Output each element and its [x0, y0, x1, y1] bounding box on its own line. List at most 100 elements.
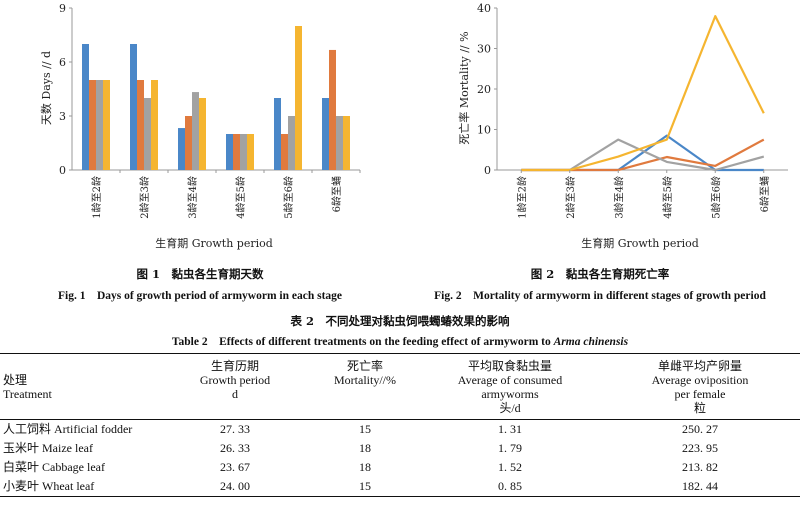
bar	[103, 80, 110, 170]
table-cell: 白菜叶 Cabbage leaf	[3, 460, 105, 474]
table-cell: 1. 52	[498, 460, 522, 474]
bar	[137, 80, 144, 170]
table-cell: 26. 33	[220, 441, 250, 455]
header-line: 单雌平均产卵量	[657, 359, 742, 373]
bar	[185, 116, 192, 170]
bar	[295, 26, 302, 170]
table-cell: 213. 82	[682, 460, 718, 474]
x-tick-label: 5龄至6龄	[709, 176, 722, 219]
y-tick-label: 30	[477, 43, 491, 56]
table-cell: 223. 95	[682, 441, 718, 455]
series-line	[521, 134, 764, 172]
x-tick-label: 5龄至6龄	[282, 176, 295, 219]
table-cell: 15	[359, 422, 371, 436]
header-consumed: 平均取食黏虫量 Average of consumed armyworms 头/…	[420, 353, 600, 420]
bar	[82, 44, 89, 170]
x-tick-label: 1龄至2龄	[515, 176, 528, 219]
table-cell: 182. 44	[600, 477, 800, 497]
x-axis-label: 生育期 Growth period	[581, 236, 699, 250]
days-bar-chart: 0 3 6 9 1龄至2龄 2龄至3龄 3龄至4龄 4龄至5龄 5龄至6龄 6龄至蛹 天数 Da…	[40, 2, 361, 250]
x-tick-label: 6龄至蛹	[330, 176, 343, 212]
y-tick-label: 40	[477, 2, 491, 15]
bar	[274, 98, 281, 170]
bar	[144, 98, 151, 170]
species-name: Arma chinensis	[553, 336, 629, 348]
header-line: 粒	[693, 401, 706, 415]
header-line: 头/d	[499, 401, 521, 415]
y-tick-label: 20	[477, 83, 491, 96]
table-cell: 小麦叶 Wheat leaf	[0, 477, 160, 497]
table-cell: 27. 33	[220, 422, 250, 436]
x-tick-label: 3龄至4龄	[612, 176, 625, 219]
y-tick-label: 0	[59, 164, 66, 177]
table-row: 白菜叶 Cabbage leaf 23. 67 18 1. 52 213. 82	[0, 458, 800, 477]
figure-2-caption-cn: 图 2 黏虫各生育期死亡率	[530, 267, 670, 281]
table-cell: 人工饲料 Artificial fodder	[3, 422, 133, 436]
bar	[343, 116, 350, 170]
table-caption-en-text: Table 2 Effects of different treatments …	[171, 336, 554, 348]
bar	[329, 49, 336, 170]
header-line: Average of consumed	[457, 373, 563, 387]
bar	[130, 44, 137, 170]
header-growth-period: 生育历期 Growth period d	[160, 353, 310, 420]
x-axis-label: 生育期 Growth period	[155, 236, 273, 250]
figure-2-caption-en: Fig. 2 Mortality of armyworm in differen…	[434, 290, 766, 302]
y-tick-label: 9	[59, 2, 66, 15]
y-tick-label: 3	[59, 110, 66, 123]
bar	[96, 80, 103, 170]
table-cell: 15	[310, 477, 420, 497]
bar	[199, 98, 206, 170]
table-header-row: 处理 Treatment 生育历期 Growth period d 死亡率 Mo…	[0, 353, 800, 420]
treatment-effects-table: 处理 Treatment 生育历期 Growth period d 死亡率 Mo…	[0, 353, 800, 497]
x-tick-label: 6龄至蛹	[758, 176, 771, 212]
x-tick-label: 3龄至4龄	[186, 176, 199, 219]
header-treatment: 处理 Treatment	[0, 353, 160, 420]
figure-1-caption-en: Fig. 1 Days of growth period of armyworm…	[57, 290, 343, 302]
header-line: 处理	[3, 373, 28, 387]
series-line	[521, 138, 765, 172]
table-cell: 0. 85	[420, 477, 600, 497]
table-cell: 24. 00	[160, 477, 310, 497]
figure-1-caption-cn: 图 1 黏虫各生育期天数	[136, 267, 264, 281]
header-line: Average oviposition	[651, 373, 749, 387]
header-line: d	[232, 387, 238, 401]
header-line: 平均取食黏虫量	[467, 359, 552, 373]
x-tick-label: 2龄至3龄	[564, 176, 577, 219]
table-cell: 1. 79	[498, 441, 522, 455]
x-tick-label: 4龄至5龄	[234, 176, 247, 219]
header-line: Mortality//%	[334, 373, 396, 387]
header-line: Treatment	[3, 387, 52, 401]
y-axis-label: 死亡率 Mortality // %	[457, 31, 471, 144]
bar	[288, 116, 295, 170]
bar	[192, 92, 199, 170]
table-cell: 250. 27	[682, 422, 718, 436]
table-cell: 18	[359, 460, 371, 474]
y-axis-label: 天数 Days // d	[40, 51, 53, 125]
bar	[226, 134, 233, 170]
table-cell: 18	[359, 441, 371, 455]
bar	[336, 116, 343, 170]
table-cell: 玉米叶 Maize leaf	[3, 441, 93, 455]
bar	[233, 134, 240, 170]
table-cell: 1. 31	[498, 422, 522, 436]
table-row: 玉米叶 Maize leaf 26. 33 18 1. 79 223. 95	[0, 439, 800, 458]
y-tick-label: 0	[484, 164, 491, 177]
y-tick-label: 6	[59, 56, 66, 69]
table-caption-en: Table 2 Effects of different treatments …	[0, 333, 800, 349]
header-line: 生育历期	[210, 359, 259, 373]
header-line: 死亡率	[346, 359, 383, 373]
x-tick-label: 4龄至5龄	[661, 176, 674, 219]
y-tick-label: 10	[477, 124, 491, 137]
header-line: Growth period	[199, 373, 271, 387]
bar	[151, 80, 158, 170]
bar	[322, 98, 329, 170]
bar	[178, 128, 185, 170]
header-mortality: 死亡率 Mortality//%	[310, 353, 420, 420]
header-line: armyworms	[481, 387, 539, 401]
series-line	[521, 138, 765, 172]
table-row: 人工饲料 Artificial fodder 27. 33 15 1. 31 2…	[0, 420, 800, 440]
bar	[281, 134, 288, 170]
bar	[89, 80, 96, 170]
table-cell: 23. 67	[220, 460, 250, 474]
